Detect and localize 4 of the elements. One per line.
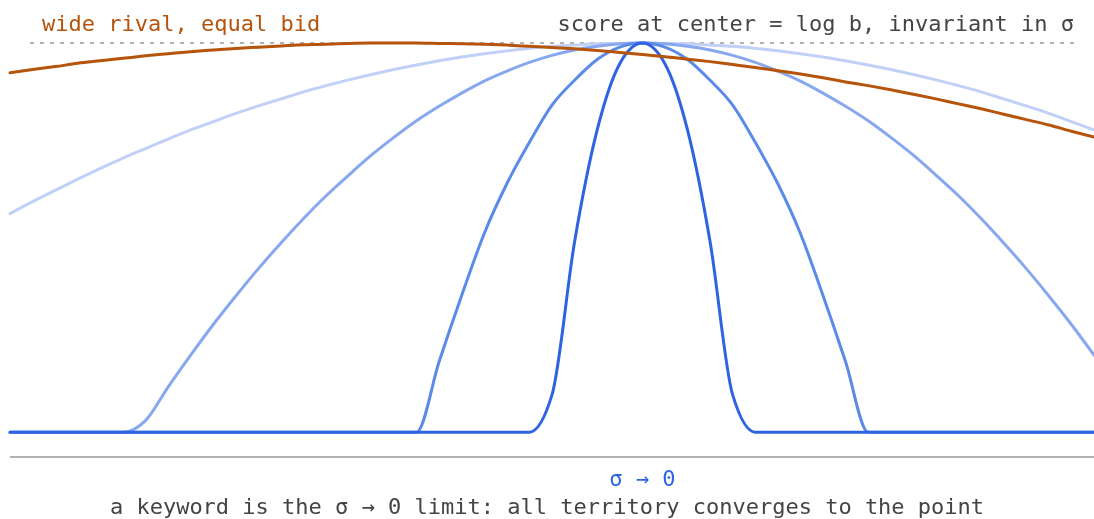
ref-line-label: score at center = log b, invariant in σ bbox=[557, 11, 1074, 36]
text: a keyword is the σ → 0 limit: all territory converges to the point bbox=[109, 494, 985, 519]
text: σ → 0 bbox=[609, 466, 676, 491]
series-label: wide rival, equal bid bbox=[42, 11, 321, 36]
